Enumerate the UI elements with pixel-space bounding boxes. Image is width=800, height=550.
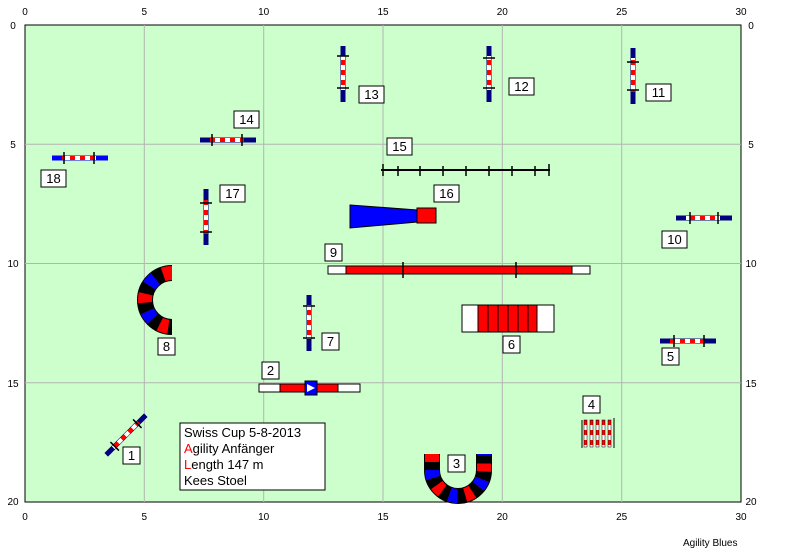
x-tick-bottom: 0 (22, 512, 28, 523)
course-info-box: Swiss Cup 5-8-2013 Agility Anfänger Leng… (179, 422, 326, 491)
number-label-9: 9 (324, 243, 343, 262)
obstacle-3-tunnel[interactable] (424, 454, 492, 504)
number-label-16: 16 (433, 184, 460, 203)
obstacle-5-hurdle[interactable] (660, 335, 716, 347)
number-label-3: 3 (447, 454, 466, 473)
y-tick-right: 15 (745, 379, 757, 390)
svg-text:17: 17 (225, 186, 239, 201)
svg-text:4: 4 (588, 397, 595, 412)
obstacle-17-hurdle[interactable] (200, 189, 212, 245)
x-tick-top: 30 (735, 7, 747, 18)
number-label-11: 11 (645, 83, 672, 102)
svg-text:9: 9 (330, 245, 337, 260)
number-label-12: 12 (508, 77, 535, 96)
y-tick-right: 5 (748, 140, 754, 151)
svg-text:12: 12 (514, 79, 528, 94)
y-axis-right: 0 5 10 15 20 (745, 21, 757, 508)
svg-text:3: 3 (453, 456, 460, 471)
number-label-17: 17 (219, 184, 246, 203)
x-tick-top: 10 (258, 7, 270, 18)
number-label-4: 4 (582, 395, 601, 414)
info-title: Swiss Cup 5-8-2013 (184, 425, 301, 440)
svg-text:10: 10 (667, 232, 681, 247)
x-tick-top: 25 (616, 7, 628, 18)
x-axis-bottom: 0 5 10 15 20 25 30 (22, 512, 747, 523)
x-tick-bottom: 30 (735, 512, 747, 523)
obstacle-6-tunnel[interactable] (461, 304, 555, 333)
x-tick-bottom: 25 (616, 512, 628, 523)
brand-label: Agility Blues (683, 538, 737, 549)
y-tick-left: 0 (10, 21, 16, 32)
number-label-5: 5 (661, 347, 680, 366)
obstacle-16-chute[interactable] (349, 204, 437, 229)
svg-text:7: 7 (327, 334, 334, 349)
x-tick-top: 15 (377, 7, 389, 18)
x-tick-bottom: 15 (377, 512, 389, 523)
obstacle-2-seesaw[interactable] (258, 380, 361, 396)
y-tick-left: 20 (7, 497, 19, 508)
svg-text:18: 18 (46, 171, 60, 186)
number-label-6: 6 (502, 335, 521, 354)
y-tick-right: 10 (745, 259, 757, 270)
x-tick-top: 20 (497, 7, 509, 18)
x-tick-bottom: 10 (258, 512, 270, 523)
obstacle-11-hurdle[interactable] (627, 48, 639, 104)
x-tick-bottom: 5 (142, 512, 148, 523)
obstacle-12-hurdle[interactable] (483, 46, 495, 102)
number-label-15: 15 (386, 137, 413, 156)
svg-text:5: 5 (667, 349, 674, 364)
svg-text:6: 6 (508, 337, 515, 352)
obstacle-8-tunnel[interactable] (137, 265, 173, 335)
obstacle-1-hurdle[interactable] (102, 411, 150, 459)
obstacle-14-hurdle[interactable] (200, 134, 256, 146)
obstacle-9-dogwalk[interactable] (327, 262, 591, 278)
x-tick-bottom: 20 (497, 512, 509, 523)
y-axis-left: 0 5 10 15 20 (7, 21, 19, 508)
svg-text:16: 16 (439, 186, 453, 201)
x-axis-top: 0 5 10 15 20 25 30 (22, 7, 747, 18)
y-tick-left: 15 (7, 379, 19, 390)
number-label-2: 2 (261, 361, 280, 380)
obstacle-10-hurdle[interactable] (676, 212, 732, 224)
number-label-8: 8 (157, 337, 176, 356)
y-tick-left: 5 (10, 140, 16, 151)
y-tick-left: 10 (7, 259, 19, 270)
number-label-7: 7 (321, 332, 340, 351)
svg-text:15: 15 (392, 139, 406, 154)
svg-text:8: 8 (163, 339, 170, 354)
number-label-10: 10 (661, 230, 688, 249)
obstacle-18-hurdle[interactable] (52, 152, 108, 164)
x-tick-top: 0 (22, 7, 28, 18)
info-judge: Kees Stoel (184, 473, 247, 488)
svg-text:1: 1 (128, 448, 135, 463)
number-label-13: 13 (358, 85, 385, 104)
obstacle-15-long-jump[interactable] (381, 164, 550, 176)
obstacle-4-weave[interactable] (581, 418, 615, 448)
obstacle-7-hurdle[interactable] (303, 295, 315, 351)
svg-text:2: 2 (267, 363, 274, 378)
svg-text:14: 14 (239, 112, 253, 127)
number-label-14: 14 (233, 110, 260, 129)
svg-text:11: 11 (652, 85, 666, 100)
y-tick-right: 20 (745, 497, 757, 508)
info-class: Agility Anfänger (184, 441, 275, 456)
number-label-1: 1 (122, 446, 141, 465)
x-tick-top: 5 (142, 7, 148, 18)
number-label-18: 18 (40, 169, 67, 188)
y-tick-right: 0 (748, 21, 754, 32)
obstacle-13-hurdle[interactable] (337, 46, 349, 102)
svg-text:13: 13 (364, 87, 378, 102)
info-length: Length 147 m (184, 457, 264, 472)
